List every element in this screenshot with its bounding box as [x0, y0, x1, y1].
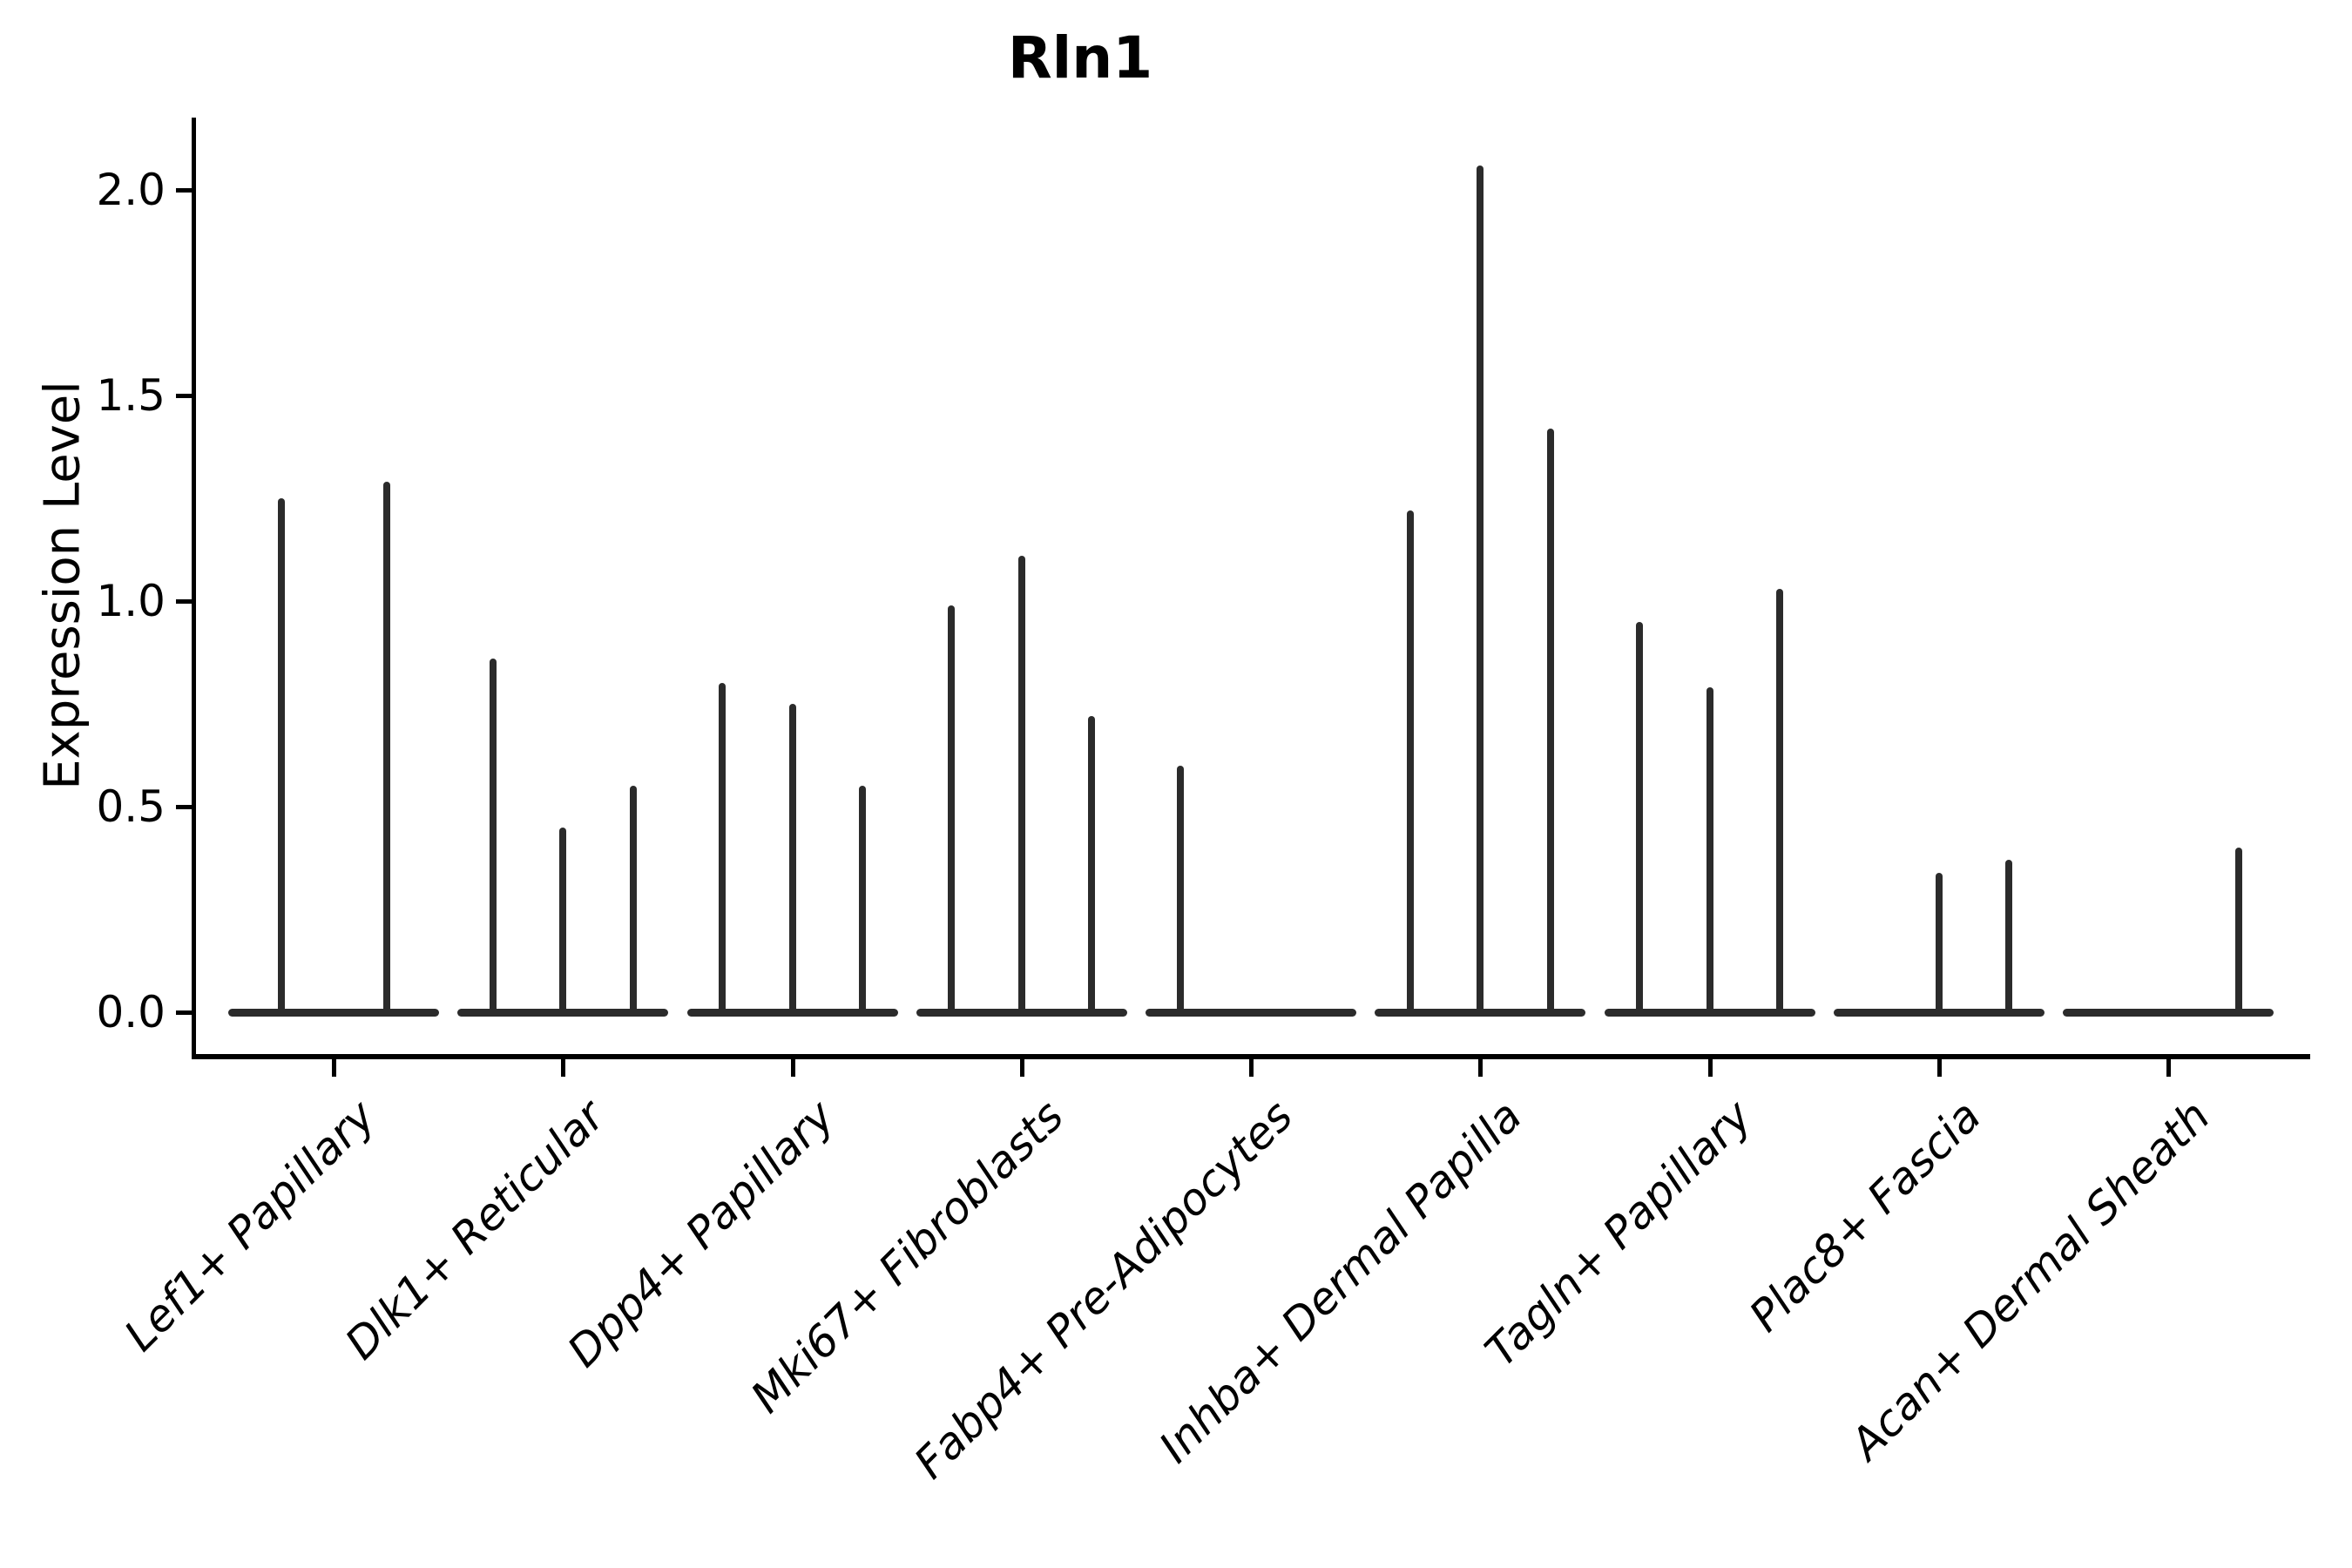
y-tick [176, 805, 192, 809]
y-tick-label: 0.5 [96, 781, 166, 832]
violin-spike [718, 683, 726, 1016]
y-tick [176, 1010, 192, 1015]
y-tick [176, 394, 192, 398]
x-tick-label: Inhba+ Dermal Papilla [1149, 1091, 1532, 1473]
violin-spike [1477, 165, 1484, 1016]
x-tick [2166, 1059, 2171, 1077]
x-tick [332, 1059, 336, 1077]
violin-spike [277, 498, 285, 1016]
bottom-spine [192, 1054, 2310, 1059]
violin-spike [1406, 510, 1414, 1016]
violin-spike [2005, 860, 2013, 1016]
violin-spike [382, 482, 390, 1016]
violin-spike [2234, 848, 2242, 1016]
y-tick [176, 188, 192, 193]
y-tick-label: 0.0 [96, 987, 166, 1037]
violin-spike [1017, 556, 1025, 1016]
chart-title: Rln1 [0, 24, 2352, 91]
violin-baseline [228, 1009, 439, 1017]
x-tick-label: Plac8+ Fascia [1739, 1091, 1990, 1342]
violin-spike [1935, 872, 1943, 1016]
y-tick [176, 599, 192, 604]
violin-spike [1177, 765, 1185, 1016]
x-tick-label: Lef1+ Papillary [114, 1091, 386, 1362]
x-tick [1478, 1059, 1484, 1077]
violin-spike [489, 659, 497, 1016]
left-spine [192, 118, 196, 1058]
violin-baseline [2063, 1009, 2274, 1017]
violin-spike [559, 827, 567, 1016]
violin-spike [948, 605, 956, 1016]
violin-spike [1776, 588, 1784, 1016]
violin-spike [859, 786, 867, 1016]
x-tick [1707, 1059, 1713, 1077]
violin-spike [1546, 428, 1554, 1016]
x-tick [1936, 1059, 1942, 1077]
chart-title-text: Rln1 [1007, 24, 1153, 91]
x-tick [561, 1059, 566, 1077]
x-tick-label: Fabp4+ Pre-Adipocytes [904, 1091, 1303, 1489]
violin-spike [1088, 716, 1096, 1016]
violin-baseline [1146, 1009, 1356, 1017]
x-tick [1249, 1059, 1254, 1077]
x-tick [790, 1059, 795, 1077]
y-tick-label: 2.0 [96, 165, 166, 215]
y-tick-label: 1.0 [96, 576, 166, 626]
x-tick [1019, 1059, 1024, 1077]
y-tick-label: 1.5 [96, 370, 166, 421]
violin-spike [629, 786, 637, 1016]
violin-spike [1706, 687, 1713, 1016]
violin-spike [788, 704, 796, 1016]
violin-spike [1635, 621, 1643, 1016]
